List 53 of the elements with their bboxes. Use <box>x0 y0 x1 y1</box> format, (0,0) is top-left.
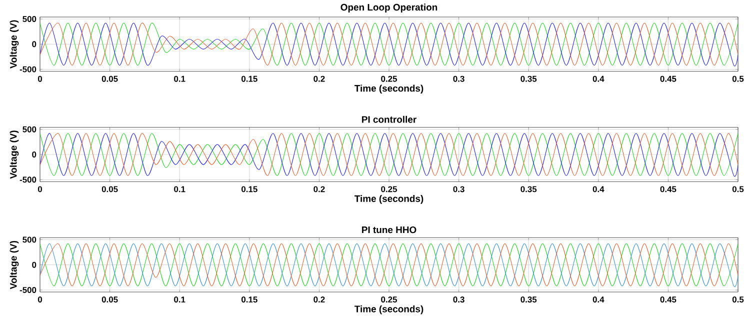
x-axis-title: Time (seconds) <box>354 305 424 314</box>
chart-title: PI tune HHO <box>362 226 416 234</box>
x-tick-label: 0.15 <box>241 186 258 192</box>
chart-title: PI controller <box>362 116 416 123</box>
x-tick-label: 0.45 <box>660 76 676 82</box>
x-tick-label: 0.3 <box>453 76 464 82</box>
x-tick-label: 0.4 <box>592 76 604 82</box>
y-tick-label: 500 <box>22 16 36 22</box>
y-tick-label: -500 <box>20 286 36 293</box>
y-tick-label: -500 <box>20 176 36 183</box>
y-axis-title: Voltage (V) <box>10 20 19 68</box>
x-tick-label: 0.35 <box>520 186 537 192</box>
x-tick-label: 0.2 <box>314 186 325 192</box>
x-tick-label: 0.5 <box>732 186 744 192</box>
x-tick-label: 0 <box>38 186 42 192</box>
x-tick-label: 0.15 <box>241 76 258 82</box>
x-tick-label: 0.1 <box>174 296 186 303</box>
x-tick-label: 0.3 <box>453 186 464 192</box>
x-tick-label: 0.4 <box>592 296 604 303</box>
x-tick-label: 0 <box>38 76 42 82</box>
x-tick-label: 0.1 <box>174 76 186 82</box>
y-tick-label: 500 <box>22 126 36 132</box>
line-series <box>40 22 738 66</box>
x-axis-title: Time (seconds) <box>354 84 424 94</box>
x-tick-label: 0.05 <box>102 76 118 82</box>
y-tick-label: 0 <box>32 41 36 48</box>
x-tick-label: 0 <box>38 296 42 303</box>
x-tick-label: 0.25 <box>381 186 398 192</box>
x-tick-label: 0.35 <box>520 76 537 82</box>
y-tick-label: -500 <box>20 66 36 72</box>
x-tick-label: 0.25 <box>381 76 398 82</box>
x-tick-label: 0.45 <box>660 296 676 303</box>
y-tick-label: 0 <box>32 262 36 268</box>
x-tick-label: 0.35 <box>520 296 537 303</box>
x-tick-label: 0.45 <box>660 186 676 192</box>
y-axis-title: Voltage (V) <box>10 130 19 179</box>
x-tick-label: 0.05 <box>102 296 118 303</box>
line-series <box>40 133 738 176</box>
y-tick-label: 500 <box>22 236 36 243</box>
x-axis-title: Time (seconds) <box>354 195 424 204</box>
x-tick-label: 0.3 <box>453 296 464 303</box>
x-tick-label: 0.25 <box>381 296 398 303</box>
x-tick-label: 0.15 <box>241 296 258 303</box>
x-tick-label: 0.1 <box>174 186 186 192</box>
x-tick-label: 0.2 <box>314 76 325 82</box>
x-tick-label: 0.4 <box>592 186 604 192</box>
x-tick-label: 0.2 <box>314 296 325 303</box>
y-tick-label: 0 <box>32 152 36 158</box>
x-tick-label: 0.5 <box>732 296 744 303</box>
x-tick-label: 0.5 <box>732 76 744 82</box>
chart-title: Open Loop Operation <box>340 4 438 12</box>
x-tick-label: 0.05 <box>102 186 118 192</box>
y-axis-title: Voltage (V) <box>10 240 19 290</box>
